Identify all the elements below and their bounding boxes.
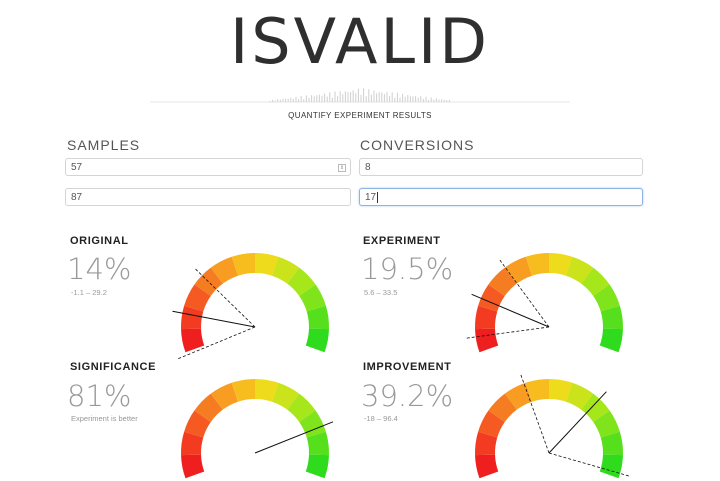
significance-value: 81% [67, 379, 132, 413]
improvement-gauge-band [581, 393, 610, 423]
improvement-gauge-band [549, 379, 573, 402]
conversions-original-input[interactable]: 8 [359, 158, 643, 176]
significance-needle [254, 421, 334, 454]
original-gauge-band [306, 305, 329, 330]
waveform-decoration [150, 88, 570, 103]
significance-gauge [181, 379, 334, 479]
significance-gauge-band [306, 431, 329, 456]
conversions-original-value: 8 [365, 162, 371, 173]
original-gauge-band [210, 256, 239, 284]
improvement-gauge-band [488, 393, 517, 423]
improvement-gauge-band [599, 454, 623, 479]
conversions-experiment-input[interactable]: 17 [359, 188, 643, 206]
experiment-range: 5.6 – 33.5 [364, 288, 398, 297]
significance-gauge-band [287, 393, 316, 423]
improvement-gauge-band [504, 382, 533, 410]
original-needle [172, 310, 256, 328]
improvement-range: -18 – 96.4 [364, 414, 398, 423]
experiment-gauge-band [565, 256, 594, 284]
improvement-value: 39.2% [361, 379, 454, 413]
experiment-gauge-band [475, 305, 498, 330]
improvement-title: IMPROVEMENT [363, 361, 452, 373]
spinner-icon[interactable]: ⇕ [338, 164, 346, 172]
app-logo: ISVALID [229, 5, 491, 78]
experiment-gauge-band [599, 328, 623, 353]
original-value: 14% [67, 252, 132, 286]
significance-title: SIGNIFICANCE [70, 361, 157, 373]
significance-gauge-band [299, 410, 326, 438]
original-gauge-band [181, 305, 204, 330]
significance-note: Experiment is better [71, 414, 138, 423]
conversions-heading: CONVERSIONS [360, 137, 475, 153]
original-gauge-band [287, 267, 316, 297]
improvement-needle [548, 391, 607, 454]
experiment-gauge-band [581, 267, 610, 297]
experiment-gauge-band [488, 267, 517, 297]
original-gauge-band [231, 253, 255, 276]
experiment-needle [471, 293, 550, 328]
experiment-gauge-band [504, 256, 533, 284]
samples-experiment-input[interactable]: 87 [65, 188, 351, 206]
experiment-value: 19.5% [361, 252, 454, 286]
improvement-gauge-band [593, 410, 620, 438]
improvement-gauge [475, 373, 630, 479]
original-gauge-band [305, 328, 329, 353]
original-gauge [172, 253, 329, 360]
experiment-gauge-band [549, 253, 573, 276]
original-gauge-band [194, 267, 223, 297]
experiment-gauge-band [600, 305, 623, 330]
original-gauge-band [299, 284, 326, 312]
experiment-gauge-band [478, 284, 505, 312]
significance-gauge-band [271, 382, 300, 410]
improvement-gauge-band [475, 431, 498, 456]
conversions-experiment-value: 17 [365, 192, 377, 203]
original-high-bound-line [194, 268, 256, 328]
improvement-gauge-band [475, 454, 499, 479]
significance-gauge-band [305, 454, 329, 479]
original-title: ORIGINAL [70, 235, 129, 247]
text-caret [377, 191, 379, 203]
experiment-gauge [465, 253, 623, 353]
significance-gauge-band [255, 379, 279, 402]
significance-gauge-band [184, 410, 211, 438]
tagline: QUANTIFY EXPERIMENT RESULTS [288, 111, 432, 120]
significance-gauge-band [231, 379, 255, 402]
significance-gauge-band [181, 454, 205, 479]
experiment-low-bound-line [465, 326, 550, 339]
improvement-low-bound-line [520, 373, 550, 454]
samples-experiment-value: 87 [71, 192, 83, 203]
original-gauge-band [271, 256, 300, 284]
significance-gauge-band [181, 431, 204, 456]
experiment-gauge-band [593, 284, 620, 312]
experiment-title: EXPERIMENT [363, 235, 441, 247]
experiment-gauge-band [525, 253, 549, 276]
samples-original-input[interactable]: 57 ⇕ [65, 158, 351, 176]
original-gauge-band [181, 328, 205, 353]
significance-gauge-band [210, 382, 239, 410]
improvement-gauge-band [565, 382, 594, 410]
experiment-gauge-band [475, 328, 499, 353]
samples-heading: SAMPLES [67, 137, 141, 153]
significance-gauge-band [194, 393, 223, 423]
experiment-high-bound-line [498, 259, 550, 328]
improvement-gauge-band [600, 431, 623, 456]
samples-original-value: 57 [71, 162, 83, 173]
improvement-high-bound-line [548, 452, 630, 477]
original-range: -1.1 – 29.2 [71, 288, 107, 297]
original-gauge-band [184, 284, 211, 312]
original-gauge-band [255, 253, 279, 276]
improvement-gauge-band [525, 379, 549, 402]
improvement-gauge-band [478, 410, 505, 438]
